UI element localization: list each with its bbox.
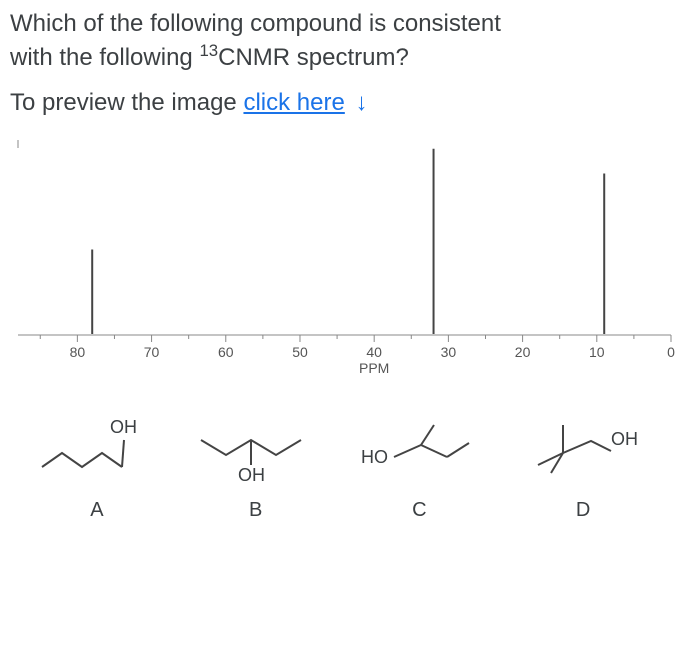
svg-text:10: 10 (589, 344, 605, 360)
oh-label-B: OH (238, 465, 265, 485)
svg-text:80: 80 (70, 344, 86, 360)
svg-text:40: 40 (366, 344, 382, 360)
nmr-spectrum: 80 70 60 50 40 30 20 10 0 PPM (10, 135, 675, 375)
question-text: Which of the following compound is consi… (10, 8, 675, 75)
oh-label-D: OH (611, 429, 638, 449)
option-label-C: C (349, 499, 489, 522)
svg-text:30: 30 (441, 344, 457, 360)
svg-text:0: 0 (667, 344, 675, 360)
preview-link[interactable]: click here (243, 89, 344, 116)
option-label-D: D (513, 499, 653, 522)
question-line2-pre: with the following (10, 44, 199, 71)
options-row: OH A OH B HO C (10, 405, 675, 522)
svg-text:50: 50 (292, 344, 308, 360)
option-D[interactable]: OH D (513, 405, 653, 522)
preview-pre: To preview the image (10, 89, 243, 116)
option-label-B: B (186, 499, 326, 522)
svg-text:60: 60 (218, 344, 234, 360)
svg-text:70: 70 (144, 344, 160, 360)
question-sup: 13 (199, 41, 218, 60)
oh-label-C: HO (361, 447, 388, 467)
option-A[interactable]: OH A (32, 405, 162, 522)
download-icon[interactable]: ↓ (356, 89, 368, 116)
option-B[interactable]: OH B (186, 405, 326, 522)
question-line2-post: CNMR spectrum? (218, 44, 409, 71)
option-label-A: A (32, 499, 162, 522)
option-C[interactable]: HO C (349, 405, 489, 522)
preview-line: To preview the image click here ↓ (10, 89, 675, 117)
question-line1: Which of the following compound is consi… (10, 10, 501, 37)
oh-label-A: OH (110, 417, 137, 437)
svg-text:PPM: PPM (359, 360, 389, 375)
svg-text:20: 20 (515, 344, 531, 360)
